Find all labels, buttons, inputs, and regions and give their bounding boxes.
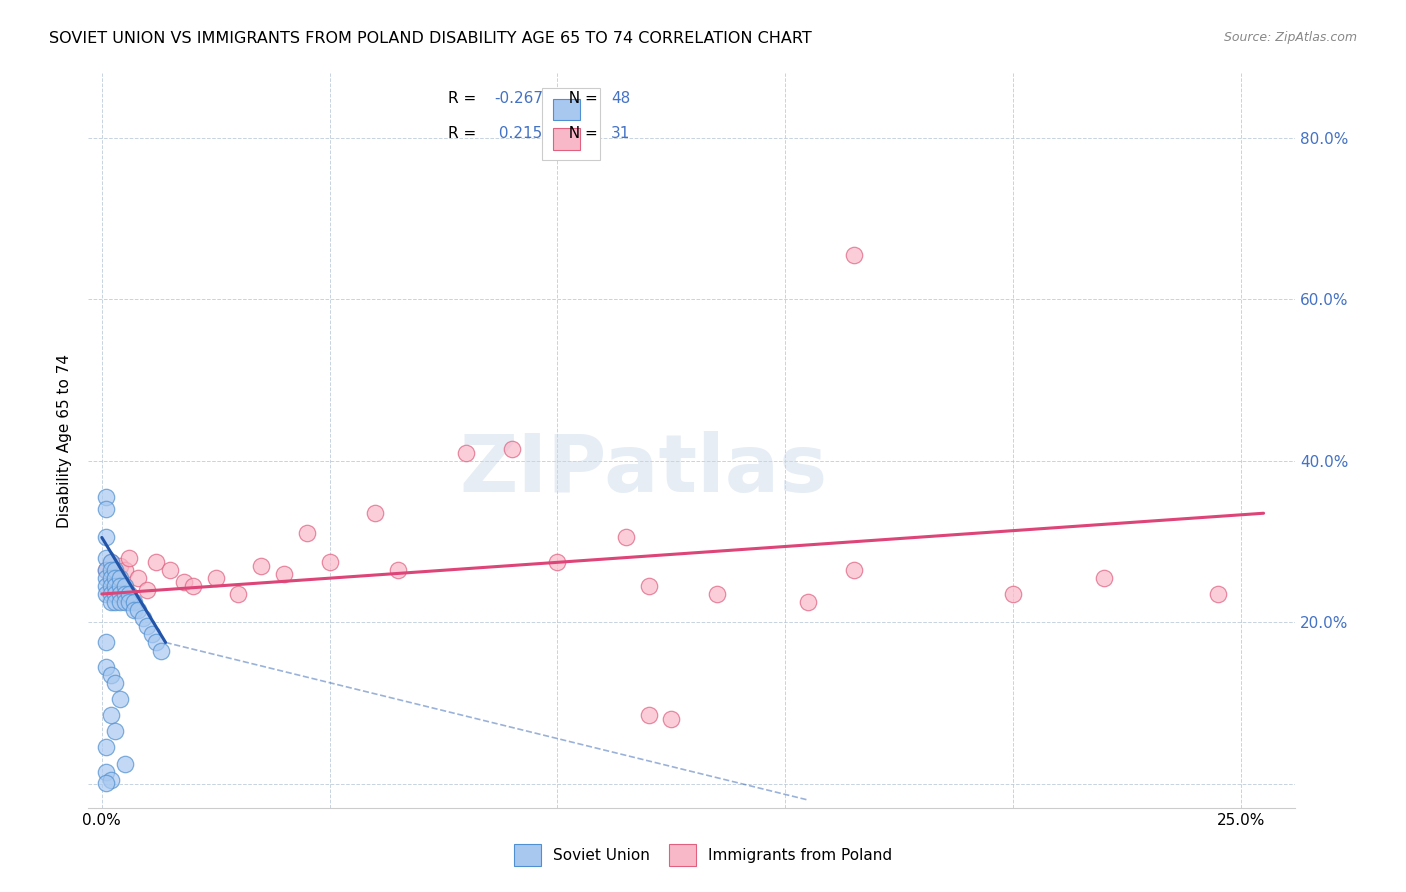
Point (100, 555, 122, 569)
Legend: Soviet Union, Immigrants from Poland: Soviet Union, Immigrants from Poland (506, 837, 900, 873)
Point (173, 574, 195, 589)
Text: R =: R = (449, 91, 481, 106)
Point (706, 587, 728, 601)
Text: -0.267: -0.267 (494, 91, 543, 106)
Point (108, 579, 131, 593)
Point (100, 667, 122, 681)
Point (100, 563, 122, 577)
Point (150, 643, 173, 657)
Point (1092, 571, 1115, 585)
Point (501, 442, 523, 456)
Text: Source: ZipAtlas.com: Source: ZipAtlas.com (1223, 31, 1357, 45)
Point (250, 558, 273, 573)
Point (842, 563, 865, 577)
Point (100, 571, 122, 585)
Point (114, 563, 136, 577)
Point (228, 587, 250, 601)
Point (104, 676, 127, 690)
Point (96, 579, 118, 593)
Point (141, 627, 163, 641)
Point (127, 571, 149, 585)
Point (1206, 587, 1229, 601)
Text: N =: N = (560, 91, 603, 106)
Point (136, 619, 159, 633)
Text: ZIPatlas: ZIPatlas (460, 431, 828, 509)
Point (118, 595, 141, 609)
Point (797, 595, 820, 609)
Point (96, 659, 118, 673)
Point (108, 571, 131, 585)
Point (96, 502, 118, 516)
Point (100, 595, 122, 609)
Point (614, 531, 637, 545)
Point (104, 579, 127, 593)
Point (159, 563, 181, 577)
Point (96, 776, 118, 790)
Point (96, 740, 118, 755)
Point (108, 595, 131, 609)
Point (546, 555, 568, 569)
Point (118, 587, 141, 601)
Point (273, 566, 295, 581)
Point (364, 506, 387, 520)
Point (181, 579, 204, 593)
Point (387, 563, 409, 577)
Point (96, 764, 118, 779)
Point (637, 708, 659, 723)
Point (145, 555, 167, 569)
Text: SOVIET UNION VS IMMIGRANTS FROM POLAND DISABILITY AGE 65 TO 74 CORRELATION CHART: SOVIET UNION VS IMMIGRANTS FROM POLAND D… (49, 31, 811, 46)
Legend: , : , (543, 88, 600, 161)
Point (100, 555, 122, 569)
Point (114, 579, 136, 593)
Point (100, 579, 122, 593)
Point (96, 587, 118, 601)
Text: R =: R = (449, 127, 481, 142)
Point (104, 595, 127, 609)
Point (118, 550, 141, 565)
Point (1001, 587, 1024, 601)
Text: 31: 31 (612, 127, 630, 142)
Point (114, 756, 136, 771)
Point (96, 563, 118, 577)
Point (136, 582, 159, 597)
Point (114, 587, 136, 601)
Point (145, 635, 167, 649)
Point (96, 563, 118, 577)
Point (318, 555, 340, 569)
Point (104, 571, 127, 585)
Point (114, 595, 136, 609)
Text: 0.215: 0.215 (494, 127, 543, 142)
Point (456, 445, 478, 459)
Point (122, 603, 145, 617)
Point (96, 571, 118, 585)
Y-axis label: Disability Age 65 to 74: Disability Age 65 to 74 (58, 353, 72, 527)
Text: N =: N = (560, 127, 603, 142)
Point (100, 772, 122, 787)
Point (96, 550, 118, 565)
Point (100, 587, 122, 601)
Point (108, 558, 131, 573)
Point (104, 563, 127, 577)
Point (122, 595, 145, 609)
Point (96, 635, 118, 649)
Point (108, 692, 131, 706)
Point (127, 603, 149, 617)
Point (96, 490, 118, 504)
Point (96, 531, 118, 545)
Point (659, 712, 682, 726)
Text: 48: 48 (612, 91, 630, 106)
Point (104, 587, 127, 601)
Point (295, 526, 318, 541)
Point (842, 248, 865, 262)
Point (108, 587, 131, 601)
Point (204, 571, 226, 585)
Point (100, 708, 122, 723)
Point (132, 611, 155, 625)
Point (637, 579, 659, 593)
Point (104, 724, 127, 739)
